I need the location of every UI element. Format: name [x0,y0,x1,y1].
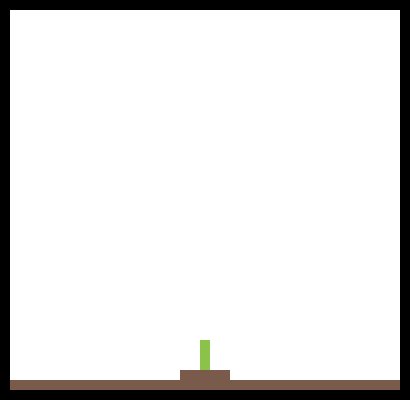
plant-pot [180,370,230,380]
ground [10,380,400,390]
play-area[interactable] [10,10,400,390]
plant-sprout [200,340,210,370]
